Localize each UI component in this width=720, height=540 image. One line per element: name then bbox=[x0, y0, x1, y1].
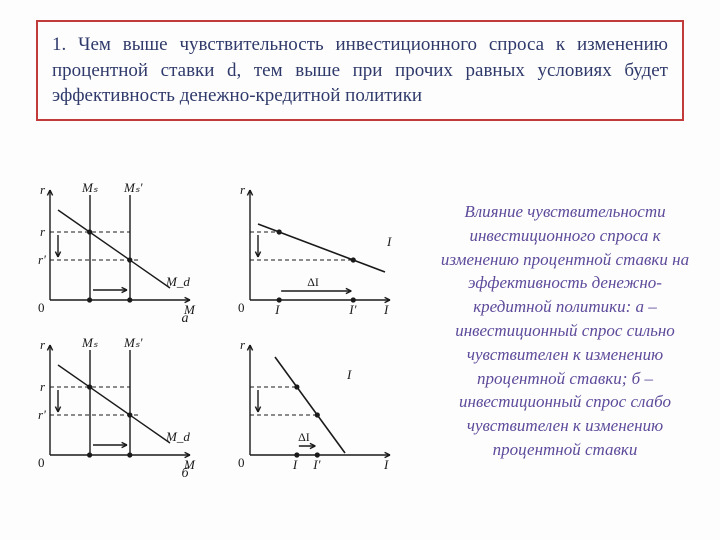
title-box: 1. Чем выше чувствительность инвестицион… bbox=[36, 20, 684, 121]
svg-text:r: r bbox=[40, 337, 46, 352]
svg-text:r: r bbox=[40, 224, 46, 239]
svg-text:ΔI: ΔI bbox=[307, 275, 319, 289]
title-text: 1. Чем выше чувствительность инвестицион… bbox=[52, 34, 668, 106]
svg-text:0: 0 bbox=[238, 300, 245, 315]
svg-text:r': r' bbox=[38, 407, 46, 422]
svg-text:Mₛ: Mₛ bbox=[81, 180, 98, 195]
svg-text:I: I bbox=[386, 234, 392, 249]
caption: Влияние чувствительности инвестиционного… bbox=[430, 200, 700, 462]
svg-text:I: I bbox=[292, 457, 298, 472]
svg-text:Mₛ': Mₛ' bbox=[123, 180, 143, 195]
svg-text:б: б bbox=[181, 466, 189, 481]
svg-text:Mₛ': Mₛ' bbox=[123, 335, 143, 350]
svg-text:r: r bbox=[40, 379, 46, 394]
svg-text:Mₛ: Mₛ bbox=[81, 335, 98, 350]
svg-text:I: I bbox=[383, 302, 389, 317]
svg-text:r: r bbox=[240, 337, 246, 352]
caption-text: Влияние чувствительности инвестиционного… bbox=[441, 202, 689, 459]
diagram-area: r0MMₛMₛ'M_drr'r0IIΔIII'аr0MMₛMₛ'M_drr'r0… bbox=[30, 180, 420, 520]
svg-text:0: 0 bbox=[38, 300, 45, 315]
svg-text:0: 0 bbox=[238, 455, 245, 470]
svg-text:0: 0 bbox=[38, 455, 45, 470]
svg-text:r: r bbox=[240, 182, 246, 197]
svg-text:I: I bbox=[346, 367, 352, 382]
svg-text:I': I' bbox=[348, 302, 356, 317]
svg-text:M_d: M_d bbox=[165, 429, 190, 444]
svg-text:I: I bbox=[274, 302, 280, 317]
svg-text:ΔI: ΔI bbox=[298, 430, 310, 444]
svg-text:I': I' bbox=[312, 457, 320, 472]
svg-text:M_d: M_d bbox=[165, 274, 190, 289]
svg-text:r: r bbox=[40, 182, 46, 197]
svg-text:I: I bbox=[383, 457, 389, 472]
svg-text:r': r' bbox=[38, 252, 46, 267]
diagram-svg: r0MMₛMₛ'M_drr'r0IIΔIII'аr0MMₛMₛ'M_drr'r0… bbox=[30, 180, 420, 520]
svg-text:а: а bbox=[182, 311, 189, 326]
